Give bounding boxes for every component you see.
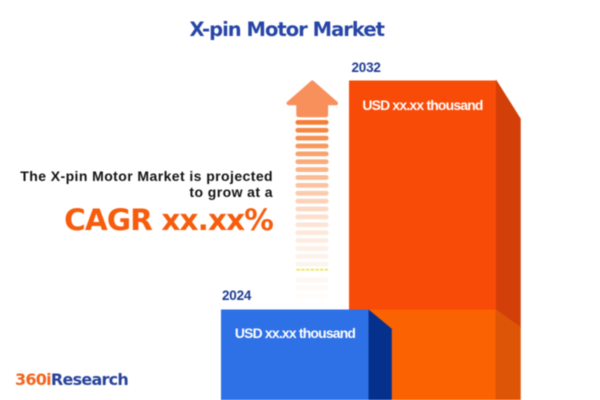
year-label-2024: 2024: [222, 287, 252, 303]
bar-2032: [349, 79, 521, 400]
bar-value-label-2024: USD xx.xx thousand: [234, 325, 356, 342]
cagr-text: CAGR xx.xx%: [64, 202, 274, 237]
year-label-2032: 2032: [351, 59, 381, 75]
projection-line-1: The X-pin Motor Market is projected: [20, 168, 273, 184]
page-title: X-pin Motor Market: [189, 18, 385, 41]
growth-arrow-icon: [286, 80, 338, 299]
projection-line-2: to grow at a: [189, 184, 273, 200]
projection-text-block: The X-pin Motor Market is projected to g…: [20, 168, 274, 237]
logo-part-research: Research: [50, 369, 129, 389]
logo-part-360i: 360i: [15, 369, 52, 389]
bar-value-label-2032: USD xx.xx thousand: [362, 97, 483, 114]
brand-logo: 360iResearch: [15, 369, 129, 389]
bar-2024: [221, 309, 392, 400]
